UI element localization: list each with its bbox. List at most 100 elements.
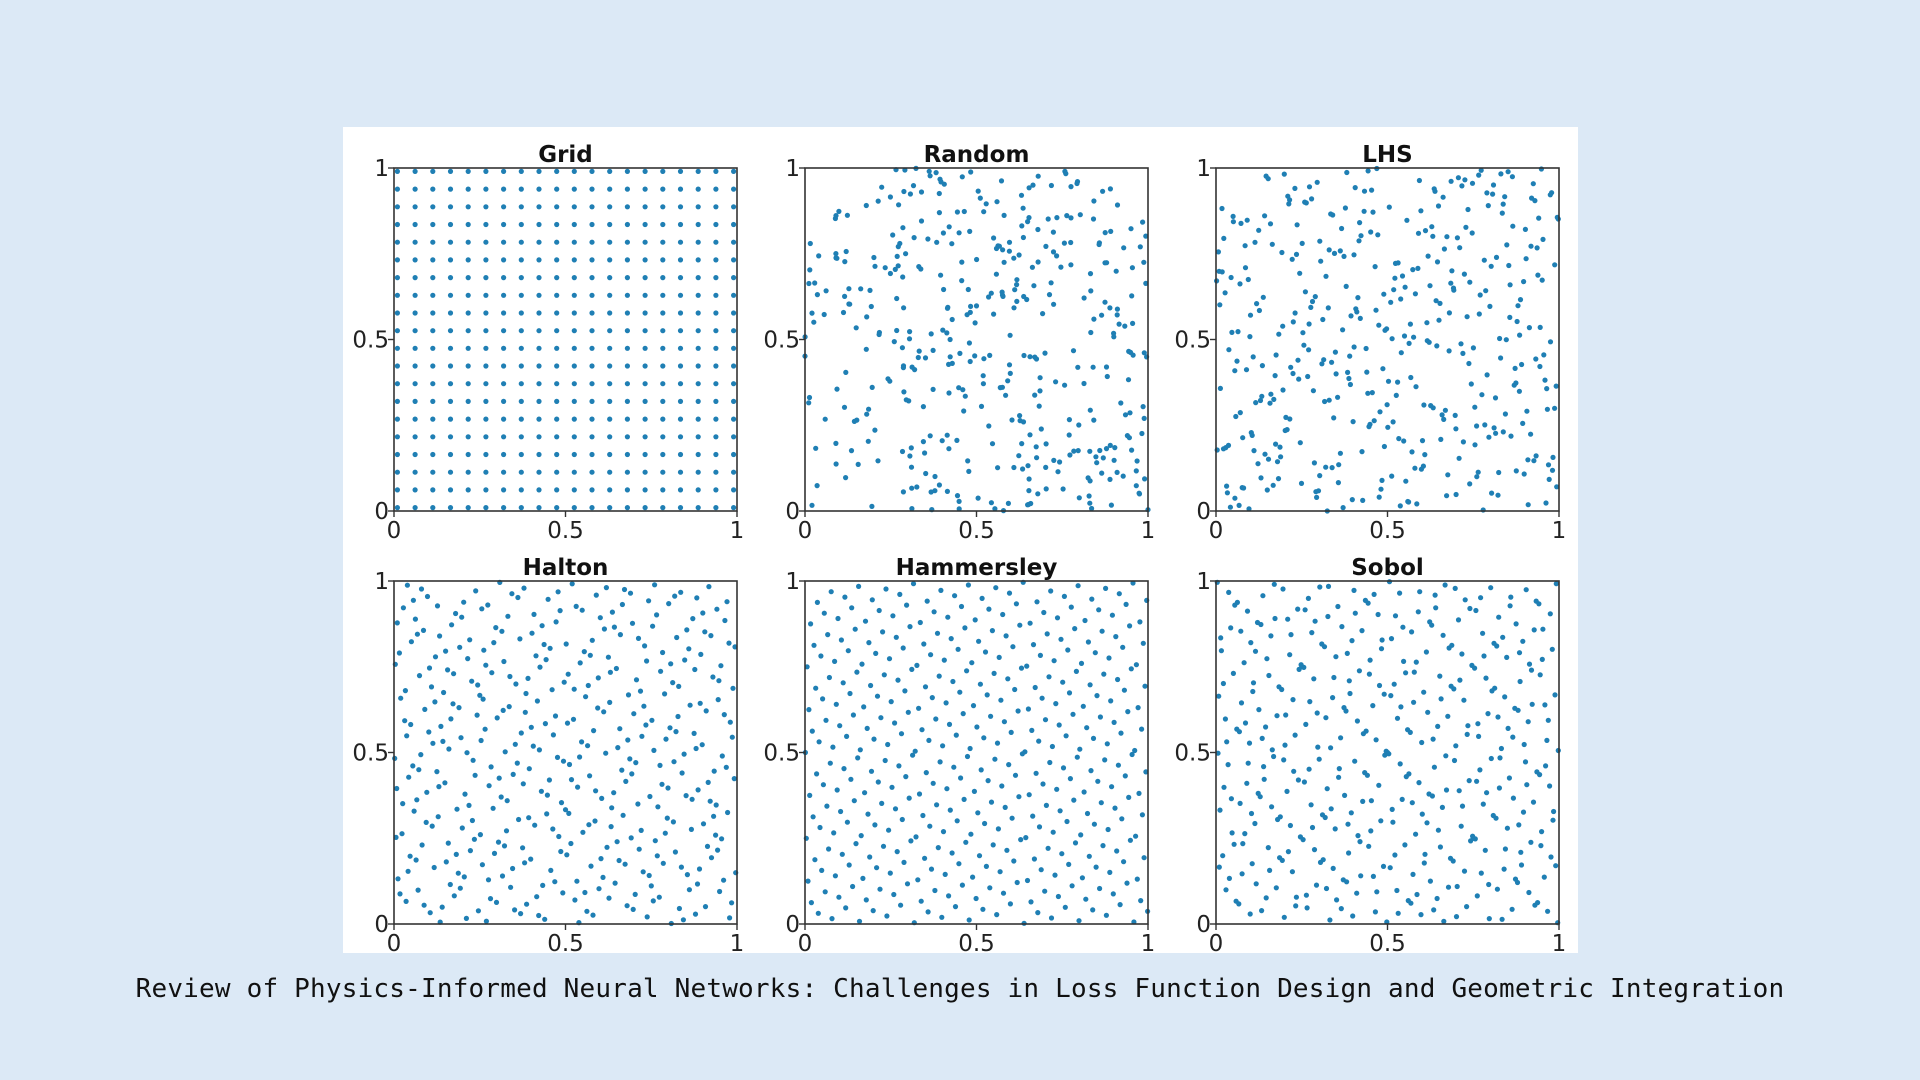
scatter-point xyxy=(1519,361,1525,368)
scatter-point xyxy=(1462,597,1468,603)
scatter-point xyxy=(988,713,994,719)
scatter-point xyxy=(965,582,972,588)
scatter-point xyxy=(843,475,849,481)
scatter-point xyxy=(1451,757,1458,764)
scatter-point xyxy=(1325,583,1332,589)
scatter-point xyxy=(731,505,737,511)
scatter-point xyxy=(664,815,670,821)
scatter-point xyxy=(670,680,676,686)
scatter-point xyxy=(412,451,418,458)
scatter-point xyxy=(1381,443,1387,450)
scatter-point xyxy=(1012,287,1018,293)
scatter-point xyxy=(1482,422,1488,428)
scatter-point xyxy=(1107,476,1113,482)
scatter-point xyxy=(1016,453,1022,459)
scatter-point xyxy=(978,403,985,409)
scatter-point xyxy=(1259,393,1265,399)
scatter-point xyxy=(571,168,577,174)
scatter-point xyxy=(1137,619,1143,625)
scatter-point xyxy=(713,168,719,174)
scatter-point xyxy=(899,345,906,351)
scatter-point xyxy=(713,257,719,263)
scatter-point xyxy=(1330,695,1336,701)
scatter-point xyxy=(1051,301,1057,307)
scatter-point xyxy=(1475,721,1481,727)
scatter-point xyxy=(418,752,424,758)
scatter-point xyxy=(465,345,471,351)
scatter-point xyxy=(983,863,990,870)
scatter-point xyxy=(1445,472,1451,478)
scatter-point xyxy=(887,870,893,876)
scatter-point xyxy=(483,918,489,924)
scatter-point xyxy=(430,328,436,334)
scatter-point xyxy=(1349,497,1355,503)
scatter-point xyxy=(1413,384,1419,390)
scatter-point xyxy=(1134,876,1140,882)
scatter-point xyxy=(833,440,839,446)
scatter-point xyxy=(1216,693,1222,699)
scatter-point xyxy=(1290,319,1296,325)
scatter-point xyxy=(923,470,929,477)
scatter-point xyxy=(589,239,595,245)
scatter-point xyxy=(1537,672,1543,678)
scatter-point xyxy=(1079,875,1085,881)
scatter-point xyxy=(952,904,959,910)
scatter-point xyxy=(1450,285,1457,291)
scatter-point xyxy=(678,589,684,595)
scatter-point xyxy=(1533,356,1539,362)
scatter-point xyxy=(412,434,418,440)
scatter-point xyxy=(908,445,914,451)
scatter-point xyxy=(677,505,684,511)
scatter-point xyxy=(624,186,630,192)
scatter-point xyxy=(1329,465,1335,471)
scatter-point xyxy=(642,239,648,245)
scatter-point xyxy=(404,733,410,739)
scatter-point xyxy=(449,622,455,628)
scatter-point xyxy=(1423,649,1429,655)
scatter-point xyxy=(512,907,518,913)
scatter-point xyxy=(828,589,834,595)
scatter-point xyxy=(1496,785,1502,791)
scatter-point xyxy=(954,437,960,443)
scatter-point xyxy=(1352,610,1358,616)
scatter-point xyxy=(1356,238,1362,244)
scatter-point xyxy=(887,194,894,200)
scatter-point xyxy=(1551,808,1557,815)
scatter-point xyxy=(1397,590,1403,596)
scatter-point xyxy=(1544,737,1550,744)
scatter-point xyxy=(1437,673,1443,679)
scatter-point xyxy=(677,345,684,351)
scatter-point xyxy=(1129,293,1135,299)
scatter-point xyxy=(1126,794,1132,801)
scatter-point xyxy=(1455,175,1461,181)
scatter-point xyxy=(1478,167,1484,173)
scatter-point xyxy=(1296,666,1302,673)
scatter-point xyxy=(983,201,989,207)
subplot-title: LHS xyxy=(1362,142,1412,168)
scatter-point xyxy=(503,828,510,834)
scatter-point xyxy=(1395,910,1401,916)
scatter-point xyxy=(536,275,542,281)
scatter-point xyxy=(589,275,595,281)
scatter-point xyxy=(1076,918,1082,924)
scatter-point xyxy=(1078,660,1085,667)
scatter-point xyxy=(903,397,909,403)
scatter-point xyxy=(848,448,855,454)
scatter-point xyxy=(1411,669,1417,675)
scatter-point xyxy=(447,239,454,245)
scatter-point xyxy=(1394,715,1401,721)
scatter-point xyxy=(1500,429,1506,435)
scatter-point xyxy=(869,503,875,509)
scatter-point xyxy=(1464,904,1470,910)
scatter-point xyxy=(1092,650,1098,656)
scatter-point xyxy=(846,862,852,868)
scatter-point xyxy=(589,257,595,263)
scatter-point xyxy=(542,721,548,727)
scatter-point xyxy=(816,253,822,259)
scatter-point xyxy=(987,352,993,358)
scatter-point xyxy=(501,381,507,387)
scatter-point xyxy=(1354,890,1360,896)
scatter-point xyxy=(694,595,700,601)
scatter-point xyxy=(1349,638,1355,644)
